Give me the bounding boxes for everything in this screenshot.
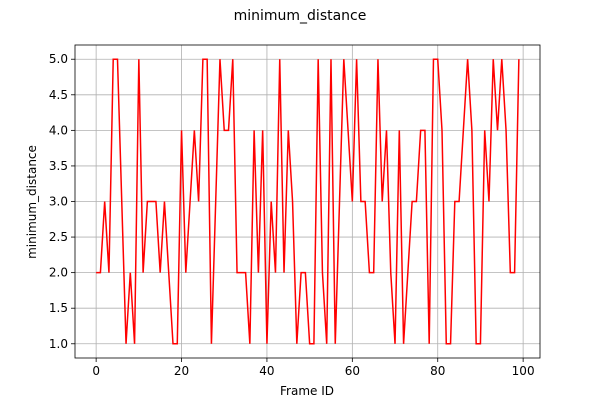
y-tick-label: 3.5 (49, 159, 68, 173)
y-tick-label: 2.5 (49, 230, 68, 244)
x-tick-label: 60 (345, 364, 360, 378)
x-axis-label: Frame ID (280, 384, 334, 398)
y-tick-label: 3.0 (49, 195, 68, 209)
plot-frame (74, 44, 541, 359)
x-tick-label: 20 (174, 364, 189, 378)
y-tick-label: 1.5 (49, 301, 68, 315)
chart-title: minimum_distance (234, 8, 367, 24)
x-tick-label: 80 (430, 364, 445, 378)
y-tick-label: 4.0 (49, 123, 68, 137)
y-tick-label: 4.5 (49, 88, 68, 102)
y-tick-label: 5.0 (49, 52, 68, 66)
y-tick-label: 2.0 (49, 266, 68, 280)
y-axis-label: minimum_distance (25, 145, 39, 259)
data-line (96, 58, 520, 345)
y-tick-label: 1.0 (49, 337, 68, 351)
x-tick-label: 40 (259, 364, 274, 378)
x-tick-label: 100 (512, 364, 535, 378)
x-tick-label: 0 (92, 364, 100, 378)
